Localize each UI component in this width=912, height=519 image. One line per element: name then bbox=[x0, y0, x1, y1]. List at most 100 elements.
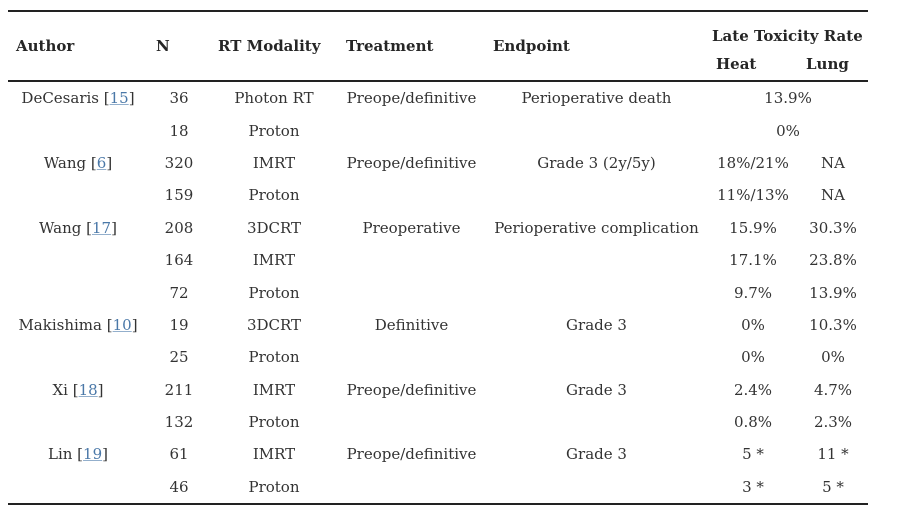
rt-modality-cell: IMRT bbox=[252, 380, 296, 399]
treatment-cell: Preoperative bbox=[362, 218, 461, 237]
rt-modality-cell: 3DCRT bbox=[246, 315, 302, 334]
table-row: 18 Proton 0% bbox=[8, 114, 868, 146]
heat-rate-cell: 0% bbox=[741, 348, 765, 367]
endpoint-cell bbox=[485, 341, 708, 373]
n-cell: 208 bbox=[164, 218, 194, 237]
table-row: Makishima [10] 19 3DCRT Definitive Grade 3 0%… bbox=[8, 309, 868, 341]
header-row-top: Author N RT Modality Treatment Endpoint … bbox=[8, 11, 868, 55]
treatment-cell bbox=[338, 276, 485, 308]
n-cell: 36 bbox=[169, 89, 189, 108]
n-cell: 19 bbox=[169, 315, 189, 334]
treatment-cell: Preope/definitive bbox=[346, 445, 477, 464]
lung-rate-cell: 30.3% bbox=[809, 218, 857, 237]
table-row: Wang [17] 208 3DCRT Preoperative Perioperati… bbox=[8, 212, 868, 244]
heat-rate-cell: 15.9% bbox=[729, 218, 777, 237]
rt-modality-cell: Proton bbox=[248, 186, 300, 205]
rt-modality-cell: Proton bbox=[248, 121, 300, 140]
table-header: Author N RT Modality Treatment Endpoint … bbox=[8, 11, 868, 81]
endpoint-cell bbox=[485, 179, 708, 211]
table-body: DeCesaris [15] 36 Photon RT Preope/definiti… bbox=[8, 81, 868, 504]
author-cell: Wang [17] bbox=[39, 218, 117, 237]
toxicity-rate-span-cell: 13.9% bbox=[764, 89, 812, 108]
treatment-cell: Preope/definitive bbox=[346, 380, 477, 399]
table-row: 159 Proton 11%/13% NA bbox=[8, 179, 868, 211]
endpoint-cell bbox=[485, 244, 708, 276]
reference-link[interactable]: 6 bbox=[96, 153, 107, 172]
column-header-rt-modality: RT Modality bbox=[218, 37, 321, 55]
n-cell: 18 bbox=[169, 121, 189, 140]
heat-rate-cell: 18%/21% bbox=[717, 153, 789, 172]
lung-rate-cell: NA bbox=[821, 186, 845, 205]
heat-rate-cell: 0% bbox=[741, 315, 765, 334]
treatment-cell bbox=[338, 179, 485, 211]
n-cell: 25 bbox=[169, 348, 189, 367]
table-row: DeCesaris [15] 36 Photon RT Preope/definiti… bbox=[8, 81, 868, 114]
heat-rate-cell: 5 * bbox=[742, 445, 764, 464]
author-cell bbox=[8, 276, 148, 308]
late-toxicity-table: Author N RT Modality Treatment Endpoint … bbox=[8, 10, 868, 506]
rt-modality-cell: Proton bbox=[248, 477, 300, 496]
author-cell bbox=[8, 179, 148, 211]
author-cell: Xi [18] bbox=[52, 380, 104, 399]
lung-rate-cell: NA bbox=[821, 153, 845, 172]
endpoint-cell: Grade 3 bbox=[566, 380, 627, 399]
author-cell bbox=[8, 114, 148, 146]
endpoint-cell bbox=[485, 471, 708, 504]
heat-rate-cell: 17.1% bbox=[729, 251, 777, 270]
reference-link[interactable]: 17 bbox=[92, 218, 112, 237]
column-header-author: Author bbox=[16, 37, 75, 55]
table-row: 72 Proton 9.7% 13.9% bbox=[8, 276, 868, 308]
treatment-cell: Preope/definitive bbox=[346, 153, 477, 172]
treatment-cell bbox=[338, 244, 485, 276]
heat-rate-cell: 0.8% bbox=[733, 413, 773, 432]
endpoint-cell: Perioperative death bbox=[521, 89, 672, 108]
treatment-cell: Definitive bbox=[374, 315, 449, 334]
treatment-cell bbox=[338, 341, 485, 373]
table-row: 164 IMRT 17.1% 23.8% bbox=[8, 244, 868, 276]
author-cell: Lin [19] bbox=[48, 445, 108, 464]
treatment-cell: Preope/definitive bbox=[346, 89, 477, 108]
endpoint-cell: Perioperative complication bbox=[494, 218, 699, 237]
lung-rate-cell: 11 * bbox=[817, 445, 849, 464]
heat-rate-cell: 2.4% bbox=[733, 380, 773, 399]
author-cell bbox=[8, 244, 148, 276]
reference-link[interactable]: 18 bbox=[78, 380, 98, 399]
endpoint-cell bbox=[485, 114, 708, 146]
lung-rate-cell: 23.8% bbox=[809, 251, 857, 270]
n-cell: 132 bbox=[164, 413, 194, 432]
author-cell bbox=[8, 341, 148, 373]
header-row-sub: Heat Lung bbox=[8, 47, 868, 81]
rt-modality-cell: Proton bbox=[248, 413, 300, 432]
endpoint-cell bbox=[485, 276, 708, 308]
author-cell bbox=[8, 406, 148, 438]
n-cell: 164 bbox=[164, 251, 194, 270]
heat-rate-cell: 9.7% bbox=[733, 283, 773, 302]
rt-modality-cell: IMRT bbox=[252, 445, 296, 464]
lung-rate-cell: 13.9% bbox=[809, 283, 857, 302]
endpoint-cell bbox=[485, 406, 708, 438]
n-cell: 72 bbox=[169, 283, 189, 302]
reference-link[interactable]: 10 bbox=[112, 315, 132, 334]
rt-modality-cell: IMRT bbox=[252, 251, 296, 270]
table-row: 46 Proton 3 * 5 * bbox=[8, 471, 868, 504]
n-cell: 320 bbox=[164, 153, 194, 172]
table-row: Xi [18] 211 IMRT Preope/definitive Grade 3 2.… bbox=[8, 374, 868, 406]
table-row: 25 Proton 0% 0% bbox=[8, 341, 868, 373]
lung-rate-cell: 2.3% bbox=[813, 413, 853, 432]
author-cell: Makishima [10] bbox=[18, 315, 138, 334]
rt-modality-cell: Photon RT bbox=[234, 89, 314, 108]
treatment-cell bbox=[338, 114, 485, 146]
endpoint-cell: Grade 3 bbox=[566, 315, 627, 334]
column-header-endpoint: Endpoint bbox=[493, 37, 570, 55]
column-header-n: N bbox=[156, 37, 170, 55]
rt-modality-cell: Proton bbox=[248, 348, 300, 367]
endpoint-cell: Grade 3 (2y/5y) bbox=[537, 153, 656, 172]
endpoint-cell: Grade 3 bbox=[566, 445, 627, 464]
reference-link[interactable]: 15 bbox=[109, 89, 129, 108]
rt-modality-cell: Proton bbox=[248, 283, 300, 302]
column-header-late-toxicity-rate: Late Toxicity Rate bbox=[712, 27, 863, 45]
n-cell: 159 bbox=[164, 186, 194, 205]
reference-link[interactable]: 19 bbox=[83, 445, 103, 464]
table-row: Lin [19] 61 IMRT Preope/definitive Grade 3 5 … bbox=[8, 438, 868, 470]
